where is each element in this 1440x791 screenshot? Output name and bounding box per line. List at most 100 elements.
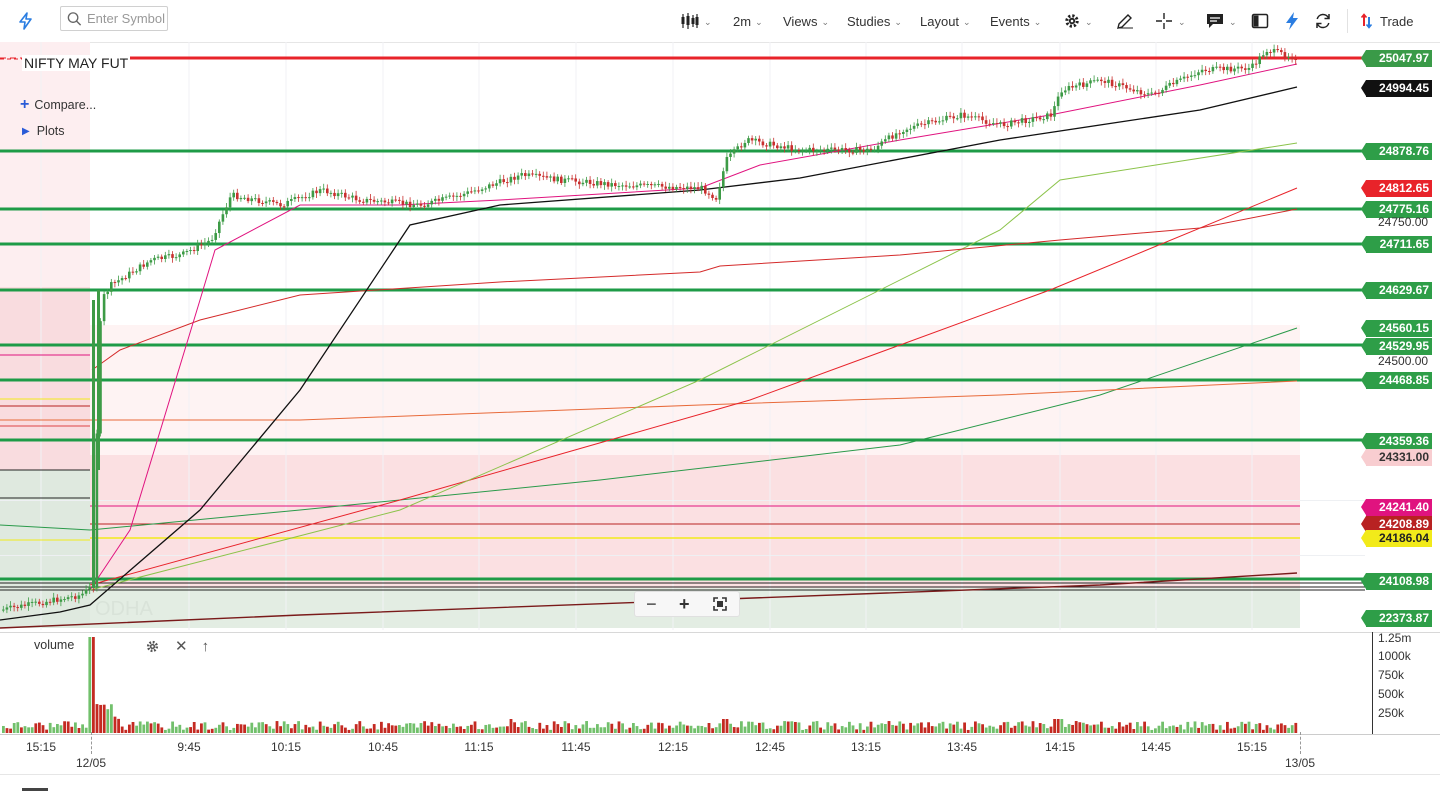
volume-bar: [243, 724, 246, 733]
candle: [542, 175, 545, 177]
candle: [873, 149, 876, 151]
time-axis-label: 13:15: [850, 740, 882, 754]
zoom-in-button[interactable]: +: [678, 594, 690, 614]
volume-bar: [304, 724, 308, 733]
candle: [581, 182, 585, 185]
volume-bar: [768, 728, 772, 733]
candle: [308, 197, 311, 199]
volume-bar: [610, 723, 614, 733]
time-axis-label: 11:15: [464, 740, 494, 754]
candle: [279, 203, 282, 207]
volume-bar: [372, 724, 376, 733]
volume-bar: [488, 724, 491, 733]
volume-bar: [891, 724, 894, 733]
symbol-search[interactable]: [60, 6, 168, 31]
gear-icon[interactable]: [145, 639, 160, 654]
volume-bar: [1067, 724, 1071, 733]
candle: [646, 183, 649, 185]
candle: [221, 214, 225, 222]
interval-button[interactable]: 2m ⌄: [733, 0, 763, 42]
candle: [668, 186, 671, 189]
candle: [1233, 68, 1236, 72]
draw-button[interactable]: [1115, 0, 1135, 42]
candle: [1082, 82, 1085, 87]
candle: [315, 190, 318, 194]
panel-button[interactable]: [1251, 0, 1269, 42]
plots-toggle[interactable]: ▶ Plots: [22, 124, 65, 138]
volume-bar: [995, 728, 999, 733]
volume-bar: [297, 721, 300, 733]
candle: [1258, 56, 1261, 65]
candle: [1229, 66, 1233, 72]
candle: [347, 197, 351, 199]
volume-bar: [347, 729, 351, 733]
candle: [653, 184, 657, 186]
volume-bar: [970, 726, 974, 733]
volume-bar: [117, 718, 120, 733]
chart-type-button[interactable]: ⌄: [680, 0, 712, 42]
candle: [286, 200, 289, 207]
crosshair-button[interactable]: ⌄: [1154, 0, 1186, 42]
candle: [146, 262, 149, 267]
events-button[interactable]: Events ⌄: [990, 0, 1041, 42]
candle: [632, 186, 635, 188]
volume-bar: [801, 729, 804, 733]
volume-bar: [110, 704, 113, 733]
candle: [966, 116, 970, 118]
comment-button[interactable]: ⌄: [1205, 0, 1237, 42]
volume-bar: [434, 726, 437, 733]
candle: [408, 201, 412, 208]
volume-bar: [1258, 723, 1262, 733]
compare-button[interactable]: + Compare...: [20, 96, 96, 114]
studies-button[interactable]: Studies ⌄: [847, 0, 902, 42]
volume-bar: [905, 729, 909, 733]
candle: [1251, 63, 1254, 68]
volume-bar: [1190, 727, 1193, 733]
volume-bar: [1046, 728, 1049, 733]
close-icon[interactable]: ✕: [175, 638, 188, 655]
candle: [1287, 57, 1290, 59]
refresh-button[interactable]: [1313, 0, 1333, 42]
candle: [246, 197, 250, 202]
supply-zone: [90, 455, 1300, 588]
fullscreen-icon[interactable]: [712, 596, 728, 612]
candle: [430, 200, 433, 205]
volume-bar: [794, 721, 797, 733]
volume-bar: [902, 723, 905, 733]
volume-bar: [1244, 723, 1247, 733]
volume-bar: [840, 726, 844, 733]
volume-bar: [315, 729, 318, 733]
volume-bar: [282, 721, 286, 733]
candle: [1002, 122, 1006, 127]
volume-bar: [452, 723, 455, 733]
candle: [192, 250, 196, 252]
layout-button[interactable]: Layout ⌄: [920, 0, 971, 42]
symbol-search-input[interactable]: [83, 11, 167, 26]
price-label: 24812.65: [1361, 179, 1432, 197]
candle: [556, 176, 559, 182]
bolt-icon[interactable]: [16, 0, 36, 42]
volume-bar: [369, 728, 372, 733]
views-button[interactable]: Views ⌄: [783, 0, 829, 42]
volume-bar: [23, 726, 27, 733]
volume-chart[interactable]: [0, 632, 1440, 738]
volume-bar: [693, 728, 696, 733]
volume-bar: [747, 721, 750, 733]
price-chart[interactable]: ODHA: [0, 42, 1440, 630]
trade-button[interactable]: Trade: [1360, 0, 1413, 42]
candle: [92, 300, 95, 588]
zoom-out-button[interactable]: −: [646, 594, 657, 614]
candle: [99, 321, 102, 434]
volume-bar: [1218, 725, 1222, 733]
candle: [1110, 79, 1114, 87]
ema-line: [0, 327, 1298, 531]
streaming-button[interactable]: [1283, 0, 1301, 42]
settings-button[interactable]: ⌄: [1063, 0, 1093, 42]
time-axis-label: 14:45: [1140, 740, 1172, 754]
arrow-up-icon[interactable]: ↑: [201, 637, 210, 655]
volume-bar: [164, 729, 167, 733]
candle: [1157, 92, 1161, 94]
volume-bar: [16, 722, 20, 733]
candle: [290, 199, 293, 201]
candle: [866, 148, 869, 152]
